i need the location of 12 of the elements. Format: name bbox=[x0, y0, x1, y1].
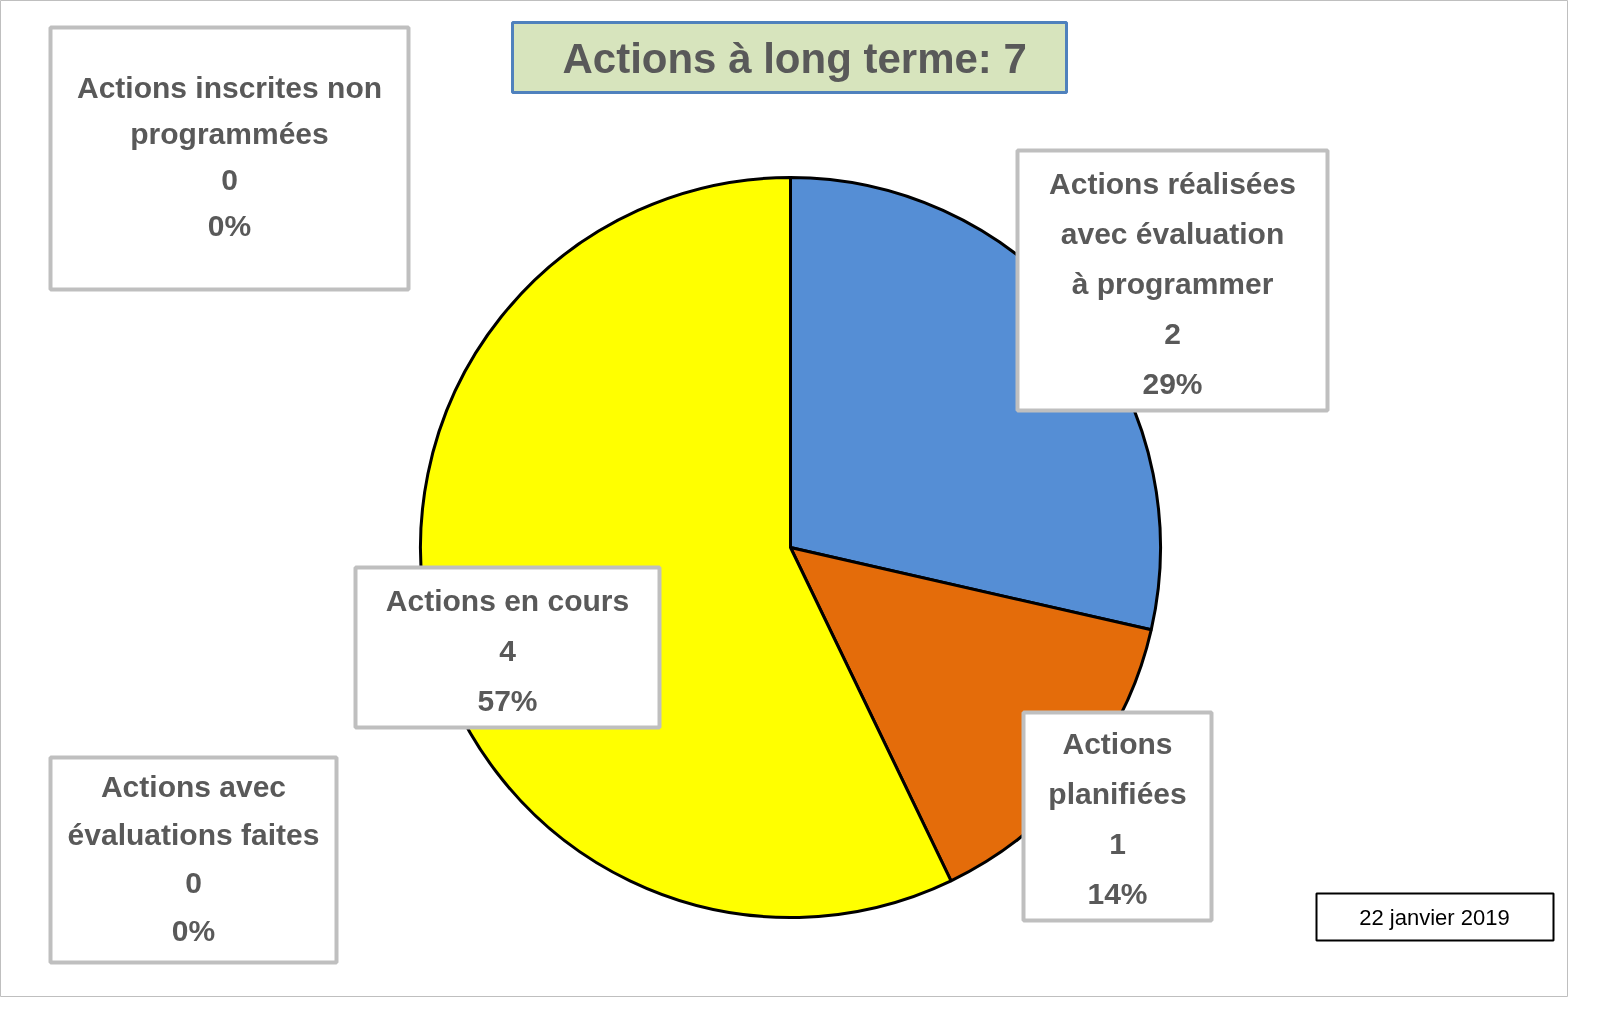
slice-label: Actions planifiées bbox=[1048, 727, 1187, 810]
category-label: Actions inscrites non programmées bbox=[76, 71, 383, 150]
text: 0 0% bbox=[207, 162, 252, 242]
chart-title: Actions à long terme: 7 bbox=[562, 35, 1027, 82]
text: 0 0% bbox=[171, 865, 216, 947]
data-label: 1 14% bbox=[1087, 826, 1148, 910]
data-label: 2 29% bbox=[1142, 316, 1203, 400]
data-label: 4 57% bbox=[477, 633, 538, 717]
text: 22 janvier 2019 bbox=[1359, 905, 1510, 930]
slice-label: Actions réalisées avec évaluation à programmer bbox=[1049, 167, 1296, 300]
slice-label: Actions en cours bbox=[385, 584, 630, 617]
category-label: Actions avec évaluations faites bbox=[67, 770, 320, 851]
